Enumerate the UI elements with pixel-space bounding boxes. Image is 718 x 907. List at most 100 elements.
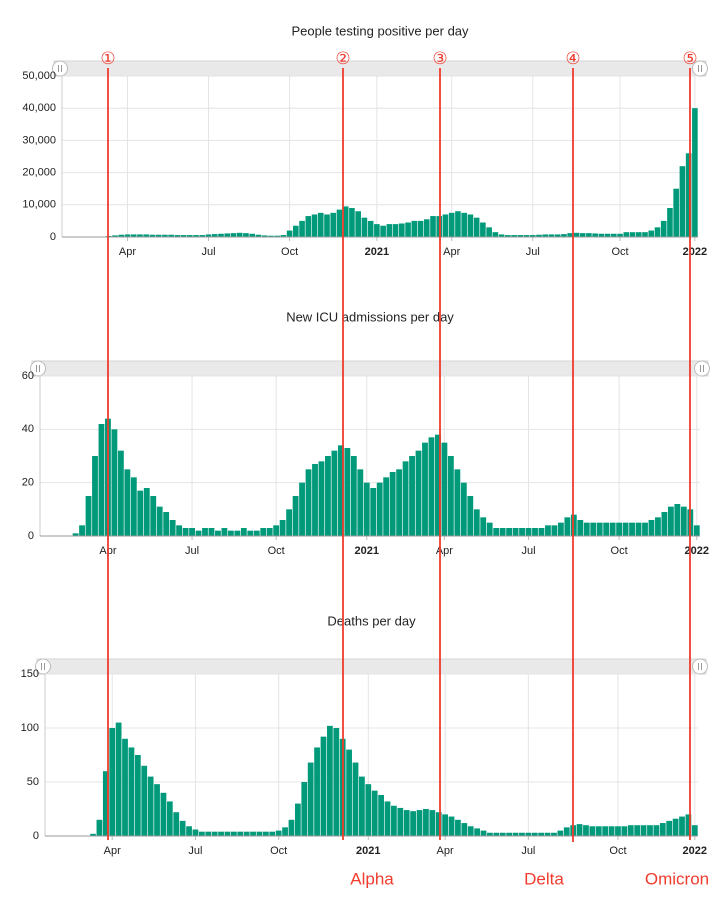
slider-handle bbox=[30, 360, 46, 377]
bar bbox=[211, 831, 218, 836]
bar bbox=[286, 230, 293, 237]
bar bbox=[396, 469, 403, 536]
bar bbox=[118, 234, 125, 237]
bar bbox=[655, 517, 661, 536]
bar bbox=[314, 747, 320, 836]
bar bbox=[435, 812, 442, 836]
bar bbox=[590, 522, 597, 536]
bar bbox=[173, 812, 180, 836]
bar bbox=[629, 522, 635, 536]
bar bbox=[660, 220, 667, 237]
y-tick-label: 30,000 bbox=[22, 134, 56, 146]
bar bbox=[256, 831, 263, 836]
bar bbox=[532, 528, 538, 536]
bar bbox=[679, 816, 685, 836]
bar bbox=[193, 235, 199, 237]
y-tick-label: 100 bbox=[21, 722, 39, 734]
bar bbox=[661, 512, 668, 536]
bar bbox=[667, 208, 673, 237]
bar bbox=[629, 232, 636, 237]
bar bbox=[180, 235, 187, 237]
bar bbox=[128, 747, 135, 836]
bar bbox=[608, 826, 615, 836]
bar bbox=[273, 525, 280, 536]
bar bbox=[376, 482, 383, 536]
bar bbox=[460, 482, 467, 536]
bar bbox=[648, 520, 655, 536]
bar bbox=[109, 728, 116, 836]
y-tick-label: 50,000 bbox=[22, 70, 56, 82]
bar bbox=[595, 826, 602, 836]
bar bbox=[447, 456, 454, 536]
bar bbox=[230, 233, 237, 237]
bar bbox=[428, 437, 435, 536]
bar bbox=[147, 776, 154, 836]
bar bbox=[640, 825, 647, 836]
bar bbox=[536, 234, 542, 237]
bar bbox=[525, 528, 532, 536]
variant-overlay: ① ② ③ ④ ⑤ Alpha Delta Omicron bbox=[100, 49, 709, 888]
bar bbox=[312, 464, 318, 536]
bar bbox=[403, 810, 410, 836]
bar bbox=[243, 831, 250, 836]
bar bbox=[311, 214, 318, 237]
bar bbox=[642, 232, 648, 237]
bar bbox=[205, 831, 212, 836]
bar bbox=[448, 212, 455, 237]
bar bbox=[621, 826, 628, 836]
bar bbox=[467, 496, 474, 536]
bar bbox=[325, 456, 331, 536]
bar bbox=[143, 488, 150, 536]
bar bbox=[383, 477, 390, 536]
bar bbox=[499, 832, 506, 836]
bar bbox=[455, 211, 461, 237]
bar bbox=[598, 233, 605, 237]
bar bbox=[386, 224, 393, 237]
bar bbox=[288, 819, 295, 836]
x-tick-label: 2021 bbox=[355, 545, 379, 557]
bar bbox=[141, 765, 148, 836]
bar bbox=[243, 233, 249, 237]
x-tick-label: 2021 bbox=[356, 845, 380, 857]
bar bbox=[634, 825, 641, 836]
bar bbox=[143, 234, 149, 237]
marker-number: ① bbox=[100, 49, 115, 69]
slider-handle bbox=[35, 658, 51, 675]
bar bbox=[344, 448, 351, 536]
bar bbox=[282, 827, 288, 836]
bar bbox=[561, 234, 567, 237]
bar bbox=[659, 823, 666, 836]
bar bbox=[174, 235, 181, 237]
bar bbox=[130, 477, 137, 536]
bar bbox=[557, 522, 564, 536]
bar bbox=[577, 520, 584, 536]
bar bbox=[198, 831, 205, 836]
bar bbox=[563, 827, 570, 836]
x-tick-label: Jul bbox=[526, 246, 540, 258]
bar bbox=[90, 833, 96, 836]
bar bbox=[467, 826, 474, 836]
bar bbox=[417, 220, 424, 237]
bar bbox=[349, 208, 355, 237]
bar bbox=[218, 831, 224, 836]
bar bbox=[622, 522, 629, 536]
chart: Deaths per day 0 50 100 150 Apr Jul Oct 2021 Apr J… bbox=[21, 613, 708, 857]
bar bbox=[473, 509, 480, 536]
bar bbox=[112, 235, 118, 237]
bar bbox=[679, 166, 686, 237]
bar bbox=[551, 832, 557, 836]
bar bbox=[79, 525, 85, 536]
range-slider bbox=[31, 360, 709, 377]
y-tick-label: 150 bbox=[21, 668, 39, 680]
bar bbox=[473, 217, 480, 237]
bar bbox=[299, 482, 305, 536]
bar bbox=[519, 832, 525, 836]
bar bbox=[544, 832, 551, 836]
bar bbox=[422, 442, 428, 536]
bar bbox=[215, 530, 221, 536]
bar bbox=[211, 234, 218, 237]
bar bbox=[529, 235, 536, 237]
bar bbox=[512, 832, 519, 836]
marker-number: ④ bbox=[565, 49, 580, 69]
